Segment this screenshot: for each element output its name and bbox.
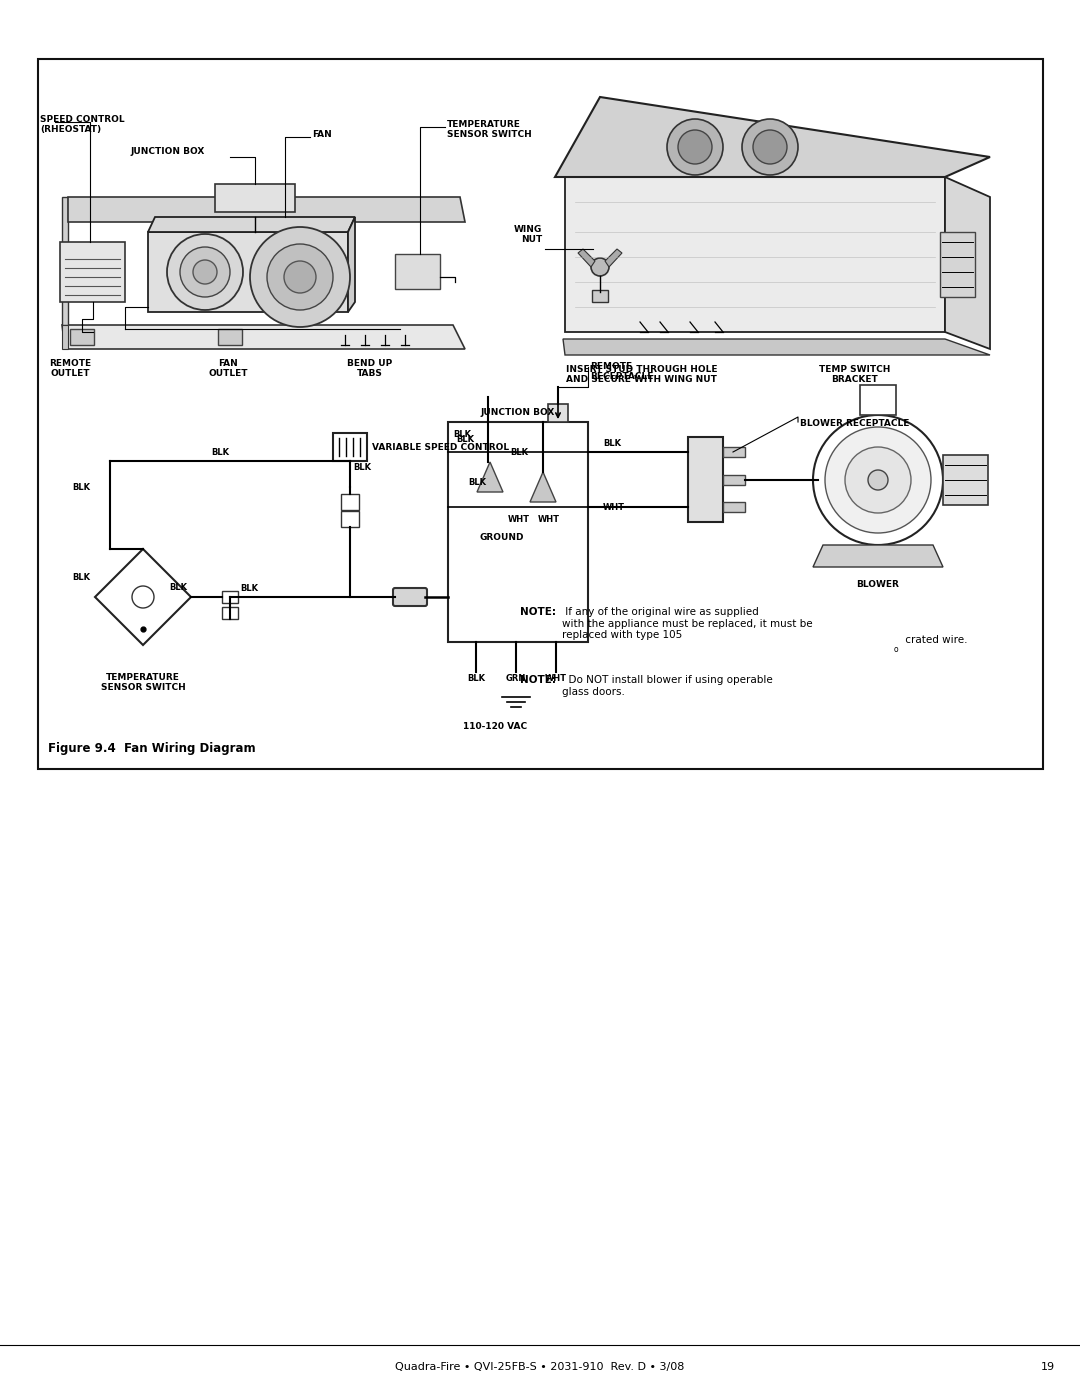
Text: GROUND: GROUND <box>480 534 525 542</box>
Text: GRN: GRN <box>505 673 526 683</box>
Text: TEMPERATURE
SENSOR SWITCH: TEMPERATURE SENSOR SWITCH <box>447 120 531 138</box>
Polygon shape <box>945 177 990 349</box>
Polygon shape <box>68 197 465 222</box>
Circle shape <box>813 415 943 545</box>
Circle shape <box>167 235 243 310</box>
Polygon shape <box>578 249 595 267</box>
Circle shape <box>180 247 230 298</box>
Text: o: o <box>894 645 899 654</box>
FancyBboxPatch shape <box>548 404 568 422</box>
Text: BLK: BLK <box>456 434 474 444</box>
Text: WHT: WHT <box>545 673 567 683</box>
FancyBboxPatch shape <box>222 591 238 604</box>
Text: BLK: BLK <box>211 448 229 457</box>
FancyBboxPatch shape <box>215 184 295 212</box>
Text: BEND UP
TABS: BEND UP TABS <box>348 359 393 379</box>
FancyBboxPatch shape <box>60 242 125 302</box>
Text: TEMPERATURE
SENSOR SWITCH: TEMPERATURE SENSOR SWITCH <box>100 673 186 693</box>
Text: BLK: BLK <box>72 573 90 581</box>
Circle shape <box>825 427 931 534</box>
Text: 19: 19 <box>1041 1362 1055 1372</box>
Text: VARIABLE SPEED CONTROL: VARIABLE SPEED CONTROL <box>372 443 509 451</box>
Text: BLK: BLK <box>353 462 372 472</box>
Circle shape <box>249 226 350 327</box>
Text: NOTE:: NOTE: <box>519 675 556 685</box>
Text: Do NOT install blower if using operable
glass doors.: Do NOT install blower if using operable … <box>562 675 773 697</box>
Text: 110-120 VAC: 110-120 VAC <box>463 722 527 731</box>
Text: BLK: BLK <box>168 583 187 592</box>
Polygon shape <box>148 232 348 312</box>
Circle shape <box>868 469 888 490</box>
Circle shape <box>267 244 333 310</box>
FancyBboxPatch shape <box>38 59 1043 768</box>
Polygon shape <box>477 462 503 492</box>
Polygon shape <box>530 472 556 502</box>
Circle shape <box>845 447 912 513</box>
Text: BLK: BLK <box>453 430 471 439</box>
FancyBboxPatch shape <box>723 447 745 457</box>
Polygon shape <box>148 217 355 232</box>
FancyBboxPatch shape <box>341 511 359 527</box>
FancyBboxPatch shape <box>592 291 608 302</box>
Circle shape <box>284 261 316 293</box>
FancyBboxPatch shape <box>393 588 427 606</box>
Polygon shape <box>563 339 990 355</box>
Polygon shape <box>62 197 68 326</box>
FancyBboxPatch shape <box>940 232 975 298</box>
FancyBboxPatch shape <box>723 475 745 485</box>
Circle shape <box>667 119 723 175</box>
Text: JUNCTION BOX: JUNCTION BOX <box>130 147 204 156</box>
FancyBboxPatch shape <box>395 254 440 289</box>
Circle shape <box>678 130 712 163</box>
Polygon shape <box>95 549 191 645</box>
Polygon shape <box>605 249 622 267</box>
Polygon shape <box>555 96 990 177</box>
Text: BLK: BLK <box>467 673 485 683</box>
Text: WHT: WHT <box>508 515 530 524</box>
Circle shape <box>132 585 154 608</box>
Text: NOTE:: NOTE: <box>519 608 556 617</box>
Text: BLK: BLK <box>72 482 90 492</box>
Text: SPEED CONTROL
(RHEOSTAT): SPEED CONTROL (RHEOSTAT) <box>40 115 124 134</box>
Circle shape <box>193 260 217 284</box>
FancyBboxPatch shape <box>943 455 988 504</box>
Text: crated wire.: crated wire. <box>902 636 968 645</box>
FancyBboxPatch shape <box>723 502 745 511</box>
Polygon shape <box>62 326 465 349</box>
FancyBboxPatch shape <box>341 495 359 510</box>
Polygon shape <box>565 177 945 332</box>
Text: TEMP SWITCH
BRACKET: TEMP SWITCH BRACKET <box>820 365 891 384</box>
Text: WING
NUT: WING NUT <box>514 225 542 244</box>
Text: REMOTE
RECEPTACLE: REMOTE RECEPTACLE <box>590 362 653 381</box>
Text: FAN: FAN <box>312 130 332 138</box>
Circle shape <box>591 258 609 277</box>
FancyBboxPatch shape <box>70 330 94 345</box>
Text: REMOTE
OUTLET: REMOTE OUTLET <box>49 359 91 379</box>
Text: WHT: WHT <box>603 503 625 511</box>
Text: JUNCTION BOX: JUNCTION BOX <box>481 408 555 416</box>
Text: BLK: BLK <box>603 439 621 448</box>
Polygon shape <box>348 217 355 312</box>
FancyBboxPatch shape <box>333 433 367 461</box>
Text: BLOWER RECEPTACLE: BLOWER RECEPTACLE <box>800 419 909 429</box>
Text: BLOWER: BLOWER <box>856 580 900 590</box>
Text: BLK: BLK <box>240 584 258 592</box>
Polygon shape <box>62 326 68 349</box>
Text: Quadra-Fire • QVI-25FB-S • 2031-910  Rev. D • 3/08: Quadra-Fire • QVI-25FB-S • 2031-910 Rev.… <box>395 1362 685 1372</box>
FancyBboxPatch shape <box>222 608 238 619</box>
Circle shape <box>753 130 787 163</box>
FancyBboxPatch shape <box>218 330 242 345</box>
FancyBboxPatch shape <box>448 422 588 643</box>
Text: BLK: BLK <box>468 478 486 488</box>
Text: FAN
OUTLET: FAN OUTLET <box>208 359 247 379</box>
Polygon shape <box>813 545 943 567</box>
Circle shape <box>742 119 798 175</box>
FancyBboxPatch shape <box>860 386 896 415</box>
FancyBboxPatch shape <box>688 437 723 522</box>
Text: BLK: BLK <box>510 448 528 457</box>
Text: If any of the original wire as supplied
with the appliance must be replaced, it : If any of the original wire as supplied … <box>562 608 812 640</box>
Text: Figure 9.4  Fan Wiring Diagram: Figure 9.4 Fan Wiring Diagram <box>48 742 256 754</box>
Text: INSERT STUD THROUGH HOLE
AND SECURE WITH WING NUT: INSERT STUD THROUGH HOLE AND SECURE WITH… <box>566 365 717 384</box>
Text: WHT: WHT <box>538 515 561 524</box>
